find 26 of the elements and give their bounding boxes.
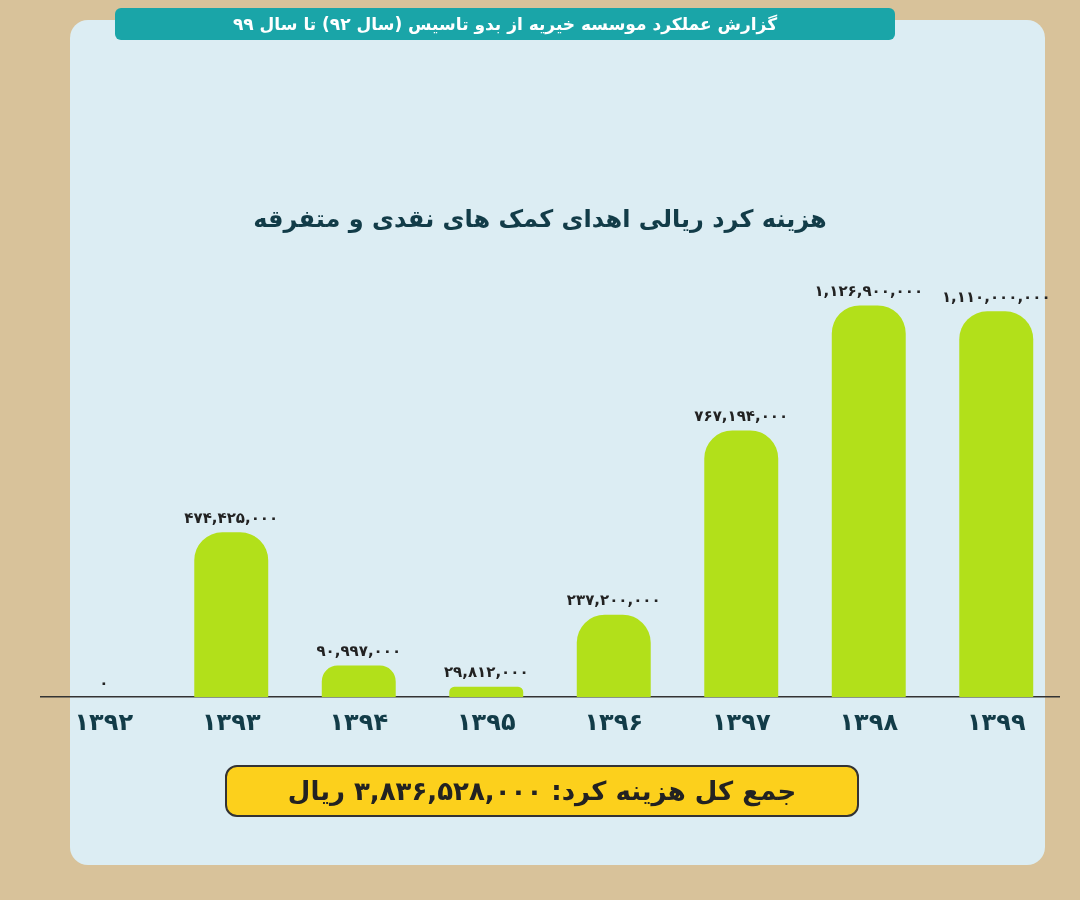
- bar: [449, 686, 524, 698]
- x-tick-label: ۱۳۹۳: [201, 707, 261, 736]
- x-tick-label: ۱۳۹۲: [74, 707, 134, 736]
- data-label: ۹۰,۹۹۷,۰۰۰: [316, 641, 402, 660]
- x-tick-label: ۱۳۹۶: [584, 707, 644, 736]
- data-label: ۲۹,۸۱۲,۰۰۰: [443, 663, 529, 682]
- data-label: ۰: [99, 673, 109, 692]
- data-label: ۱,۱۱۰,۰۰۰,۰۰۰: [941, 287, 1051, 306]
- x-tick-label: ۱۳۹۹: [966, 707, 1026, 736]
- text: جمع کل هزینه کرد: ۳,۸۳۶,۵۲۸,۰۰۰ ریال: [225, 765, 859, 817]
- bar: [831, 305, 906, 698]
- bar: [321, 665, 396, 698]
- chart-subtitle: هزینه کرد ریالی اهدای کمک های نقدی و متفرقه: [252, 205, 828, 233]
- data-label: ۷۶۷,۱۹۴,۰۰۰: [694, 406, 789, 425]
- x-tick-label: ۱۳۹۸: [839, 707, 899, 736]
- x-tick-label: ۱۳۹۴: [329, 707, 389, 736]
- data-label: ۴۷۴,۴۲۵,۰۰۰: [184, 508, 279, 527]
- data-label: ۲۳۷,۲۰۰,۰۰۰: [566, 591, 661, 610]
- bar: [959, 311, 1034, 698]
- x-tick-label: ۱۳۹۷: [711, 707, 771, 736]
- bar: [194, 532, 269, 698]
- data-label: ۱,۱۲۶,۹۰۰,۰۰۰: [814, 281, 924, 300]
- x-tick-label: ۱۳۹۵: [456, 707, 516, 736]
- bar: [704, 430, 779, 698]
- bar: [576, 614, 651, 698]
- chart-title: گزارش عملکرد موسسه خیریه از بدو تاسیس (سال ۹۲) تا سال ۹۹: [115, 8, 895, 40]
